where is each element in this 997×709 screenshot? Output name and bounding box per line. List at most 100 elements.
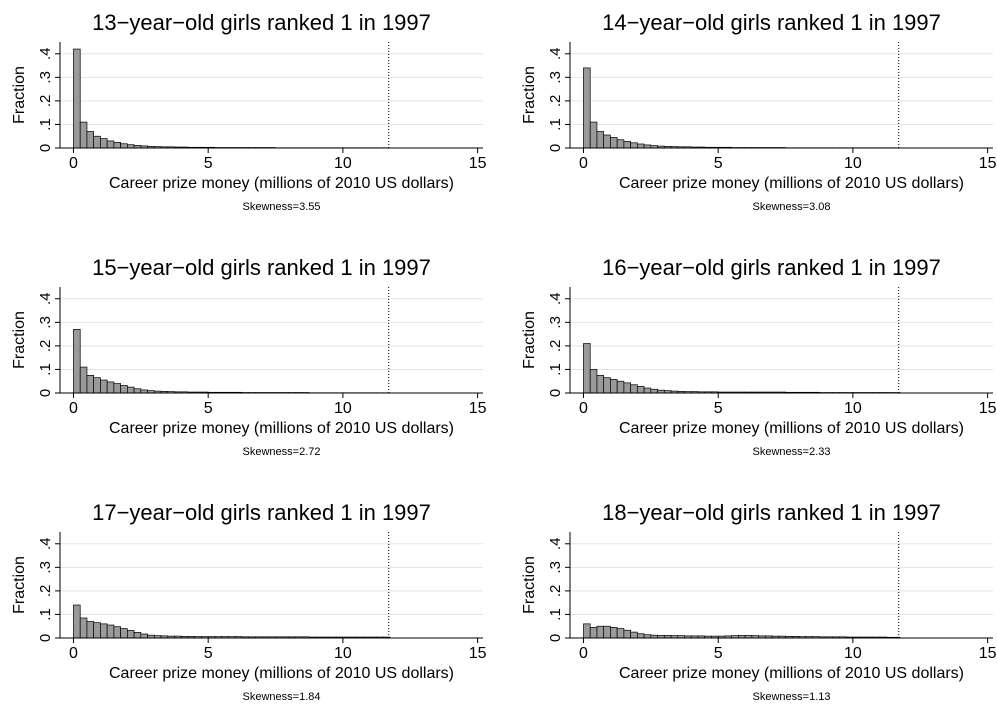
y-axis-label: Fraction bbox=[11, 311, 28, 369]
x-tick-label: 5 bbox=[714, 400, 723, 417]
x-tick-label: 0 bbox=[579, 155, 588, 172]
y-tick-label: 0 bbox=[37, 389, 54, 397]
histogram-bar bbox=[113, 626, 121, 639]
histogram-bar bbox=[637, 143, 645, 149]
x-axis-label: Career prize money (millions of 2010 US … bbox=[619, 175, 964, 192]
y-tick-label: .4 bbox=[547, 48, 564, 61]
histogram-bar bbox=[86, 374, 95, 394]
histogram-bar bbox=[637, 633, 645, 639]
y-tick-label: 0 bbox=[37, 144, 54, 152]
histogram-bar bbox=[73, 48, 81, 149]
histogram-bar bbox=[127, 386, 135, 394]
histogram-bar bbox=[73, 604, 81, 639]
y-tick-label: .1 bbox=[547, 608, 564, 621]
panel: 17−year−old girls ranked 1 in 1997 0 .1 .2.… bbox=[11, 500, 487, 703]
panel-title: 15−year−old girls ranked 1 in 1997 bbox=[92, 255, 431, 280]
histogram-bar bbox=[120, 143, 128, 149]
histogram-bar bbox=[140, 633, 148, 639]
y-tick-label: .3 bbox=[37, 71, 54, 84]
histogram-bar bbox=[79, 121, 88, 149]
y-tick-label: .4 bbox=[547, 293, 564, 306]
x-tick-label: 0 bbox=[69, 155, 78, 172]
x-tick-label: 5 bbox=[204, 400, 213, 417]
histogram-bar bbox=[603, 625, 611, 639]
histogram-bar bbox=[637, 386, 645, 394]
y-tick-label: .2 bbox=[37, 340, 54, 353]
y-axis-label: Fraction bbox=[521, 556, 538, 614]
panel-title: 16−year−old girls ranked 1 in 1997 bbox=[602, 255, 941, 280]
x-tick-label: 5 bbox=[714, 645, 723, 662]
skewness-note: Skewness=3.55 bbox=[243, 201, 321, 213]
histogram-bar bbox=[589, 369, 598, 394]
skewness-note: Skewness=1.84 bbox=[243, 691, 321, 703]
panel: 15−year−old girls ranked 1 in 1997 0 .1 .2.… bbox=[11, 255, 487, 458]
histogram-bar bbox=[86, 131, 95, 149]
histogram-bar bbox=[106, 140, 115, 149]
histogram-bar bbox=[589, 627, 598, 639]
y-axis-label: Fraction bbox=[11, 556, 28, 614]
panel: 18−year−old girls ranked 1 in 1997 0 .1 .2.… bbox=[521, 500, 997, 703]
x-tick-label: 15 bbox=[979, 645, 997, 662]
panel-title: 17−year−old girls ranked 1 in 1997 bbox=[92, 500, 431, 525]
x-tick-label: 5 bbox=[714, 155, 723, 172]
histogram-bar bbox=[616, 628, 625, 639]
histogram-bar bbox=[106, 624, 115, 639]
histogram-bar bbox=[73, 329, 81, 394]
histogram-bar bbox=[79, 617, 88, 639]
y-axis-label: Fraction bbox=[11, 66, 28, 124]
y-tick-label: .1 bbox=[37, 363, 54, 376]
x-tick-label: 10 bbox=[334, 400, 352, 417]
skewness-note: Skewness=3.08 bbox=[753, 201, 831, 213]
y-tick-label: .4 bbox=[37, 293, 54, 306]
y-tick-label: .1 bbox=[37, 608, 54, 621]
x-tick-label: 10 bbox=[334, 155, 352, 172]
x-axis-label: Career prize money (millions of 2010 US … bbox=[109, 175, 454, 192]
x-tick-label: 0 bbox=[69, 645, 78, 662]
histogram-bar bbox=[630, 384, 638, 394]
y-axis-label: Fraction bbox=[521, 66, 538, 124]
histogram-bar bbox=[583, 343, 591, 394]
x-tick-label: 5 bbox=[204, 155, 213, 172]
histogram-bar bbox=[113, 141, 121, 149]
histogram-bar bbox=[93, 622, 101, 639]
y-axis-label: Fraction bbox=[521, 311, 538, 369]
x-tick-label: 10 bbox=[844, 155, 862, 172]
y-tick-label: .2 bbox=[37, 585, 54, 598]
x-tick-label: 15 bbox=[979, 155, 997, 172]
x-tick-label: 15 bbox=[469, 645, 487, 662]
histogram-bar bbox=[596, 374, 605, 394]
panel-title: 14−year−old girls ranked 1 in 1997 bbox=[602, 10, 941, 35]
x-tick-label: 5 bbox=[204, 645, 213, 662]
histogram-bar bbox=[603, 377, 611, 394]
histogram-bar bbox=[616, 139, 625, 149]
y-tick-label: .2 bbox=[547, 585, 564, 598]
x-axis-label: Career prize money (millions of 2010 US … bbox=[619, 665, 964, 682]
y-tick-label: .3 bbox=[547, 316, 564, 329]
histogram-bar bbox=[610, 627, 618, 639]
panel-title: 13−year−old girls ranked 1 in 1997 bbox=[92, 10, 431, 35]
x-tick-label: 10 bbox=[334, 645, 352, 662]
y-tick-label: .2 bbox=[547, 95, 564, 108]
y-tick-label: .3 bbox=[547, 71, 564, 84]
histogram-bar bbox=[596, 625, 605, 639]
histogram-bar bbox=[616, 380, 625, 394]
y-tick-label: .3 bbox=[37, 316, 54, 329]
histogram-bar bbox=[106, 381, 115, 394]
histogram-bar bbox=[610, 378, 618, 394]
histogram-bar bbox=[623, 629, 631, 639]
x-tick-label: 10 bbox=[844, 400, 862, 417]
y-tick-label: 0 bbox=[37, 634, 54, 642]
x-tick-label: 15 bbox=[469, 400, 487, 417]
x-axis-label: Career prize money (millions of 2010 US … bbox=[619, 420, 964, 437]
y-tick-label: .1 bbox=[547, 363, 564, 376]
x-tick-label: 10 bbox=[844, 645, 862, 662]
y-tick-label: .4 bbox=[37, 48, 54, 61]
skewness-note: Skewness=2.33 bbox=[753, 446, 831, 458]
panel-title: 18−year−old girls ranked 1 in 1997 bbox=[602, 500, 941, 525]
y-tick-label: 0 bbox=[547, 144, 564, 152]
histogram-bar bbox=[133, 388, 142, 394]
histogram-bar bbox=[133, 631, 142, 639]
histogram-bar bbox=[583, 67, 591, 149]
y-tick-label: 0 bbox=[547, 634, 564, 642]
